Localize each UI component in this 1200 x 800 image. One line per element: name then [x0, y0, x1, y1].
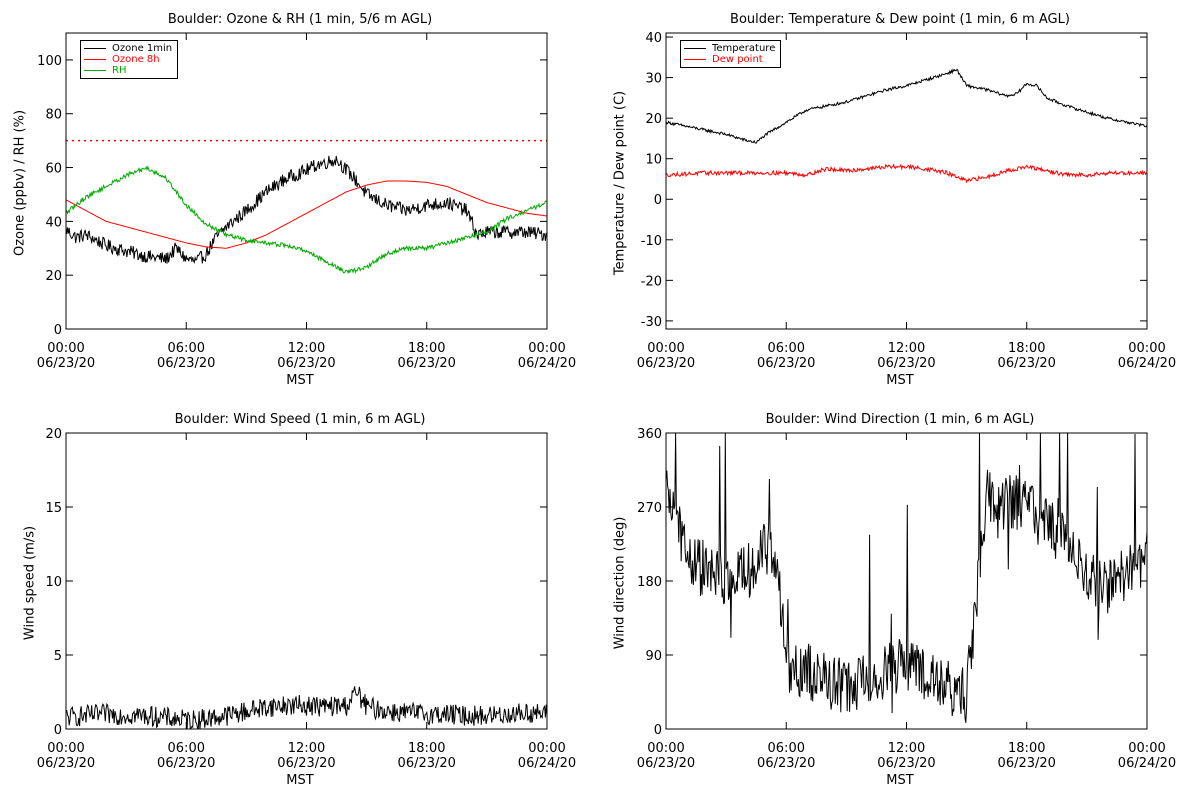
legend-label: Dew point [712, 54, 763, 65]
x-tick-label: 00:00 06/24/20 [518, 341, 576, 371]
x-tick-label: 00:00 06/23/20 [37, 341, 95, 371]
y-tick-label: 10 [645, 153, 662, 168]
y-tick-label: 40 [645, 31, 662, 46]
wind-direction-chart: 0 90 180 270 360 00:00 06/23/20 06:00 06/23/20 12… [600, 400, 1200, 800]
y-tick-label: 270 [637, 501, 662, 516]
x-tick-label: 06:00 06/23/20 [757, 341, 815, 371]
series-line-ozone-1min [66, 155, 547, 264]
series-line-temperature [666, 68, 1147, 144]
y-axis-label: Temperature / Dew point (C) [612, 90, 628, 276]
chart-title: Boulder: Wind Speed (1 min, 6 m AGL) [174, 412, 426, 427]
x-tick-label: 18:00 06/23/20 [398, 741, 456, 771]
plot-frame [665, 32, 1148, 330]
y-tick-label: 40 [45, 215, 62, 230]
x-tick-label: 06:00 06/23/20 [157, 341, 215, 371]
x-tick-label: 00:00 06/24/20 [1118, 341, 1176, 371]
series-line-ozone-8h [66, 180, 547, 249]
legend-swatch [684, 48, 706, 49]
y-tick-label: 20 [45, 269, 62, 284]
x-tick-label: 00:00 06/24/20 [1118, 741, 1176, 771]
y-tick-label: 0 [654, 193, 662, 208]
y-tick-label: 10 [45, 575, 62, 590]
legend-swatch [84, 48, 106, 49]
y-axis-label: Wind direction (deg) [612, 516, 628, 650]
y-axis-label: Ozone (ppbv) / RH (%) [12, 109, 28, 257]
x-tick-label: 06:00 06/23/20 [157, 741, 215, 771]
legend-item-ozone-8h: Ozone 8h [84, 54, 172, 65]
y-tick-label: -10 [641, 234, 662, 249]
y-tick-label: 0 [654, 723, 662, 738]
legend-label: Ozone 8h [112, 54, 160, 65]
y-tick-label: 90 [645, 649, 662, 664]
y-tick-label: 20 [645, 112, 662, 127]
x-tick-label: 00:00 06/23/20 [637, 741, 695, 771]
series-line-dew-point [666, 163, 1147, 184]
chart-title: Boulder: Wind Direction (1 min, 6 m AGL) [765, 412, 1035, 427]
x-axis-label: MST [286, 773, 314, 788]
wind-speed-chart: 0 5 10 15 20 00:00 06/23/20 06:00 06/23/20 12:00 0… [0, 400, 600, 800]
y-tick-label: -20 [641, 274, 662, 289]
temperature-dewpoint-plot: -30 -20 -10 0 10 20 30 40 00:00 06/23/20 06:00 06/2… [637, 31, 1176, 371]
x-axis-label: MST [886, 373, 914, 388]
x-tick-label: 00:00 06/23/20 [37, 741, 95, 771]
y-axis-label: Wind speed (m/s) [22, 525, 38, 641]
legend-item-rh: RH [84, 65, 172, 76]
legend-swatch [84, 70, 106, 71]
legend-label: Ozone 1min [112, 43, 173, 54]
x-tick-label: 06:00 06/23/20 [757, 741, 815, 771]
temperature-dewpoint-chart: -30 -20 -10 0 10 20 30 40 00:00 06/23/20 06:00 06/2… [600, 0, 1200, 400]
series-line-rh [66, 165, 547, 275]
y-tick-label: 0 [54, 723, 62, 738]
y-tick-label: 30 [645, 72, 662, 87]
series-line-main [66, 686, 547, 729]
series-line-main [666, 433, 1147, 723]
legend-item-dew-point: Dew point [684, 54, 775, 65]
y-tick-label: 100 [37, 54, 62, 69]
x-tick-label: 18:00 06/23/20 [398, 341, 456, 371]
chart-title: Boulder: Temperature & Dew point (1 min,… [730, 12, 1070, 27]
y-tick-label: 20 [45, 427, 62, 442]
y-tick-label: 180 [637, 575, 662, 590]
legend-label: RH [112, 65, 127, 76]
y-tick-label: 80 [45, 108, 62, 123]
legend-swatch [684, 59, 706, 60]
chart-title: Boulder: Ozone & RH (1 min, 5/6 m AGL) [167, 12, 433, 27]
x-tick-label: 18:00 06/23/20 [998, 341, 1056, 371]
y-tick-label: 15 [45, 501, 62, 516]
legend: Temperature Dew point [680, 40, 782, 68]
x-tick-label: 18:00 06/23/20 [998, 741, 1056, 771]
ozone-rh-plot: 0 20 40 60 80 100 00:00 06/23/20 06:00 06/23/20 12… [37, 32, 576, 371]
x-tick-label: 12:00 06/23/20 [877, 741, 935, 771]
wind-direction-plot: 0 90 180 270 360 00:00 06/23/20 06:00 06/23/20 12… [637, 427, 1176, 771]
y-tick-label: -30 [641, 315, 662, 330]
x-tick-label: 12:00 06/23/20 [277, 341, 335, 371]
legend-label: Temperature [712, 43, 776, 54]
legend-swatch [84, 59, 106, 60]
legend-item-temperature: Temperature [684, 43, 775, 54]
x-tick-label: 00:00 06/23/20 [637, 341, 695, 371]
x-axis-label: MST [286, 373, 314, 388]
y-tick-label: 60 [45, 162, 62, 177]
x-tick-label: 00:00 06/24/20 [518, 741, 576, 771]
y-tick-label: 5 [54, 649, 62, 664]
x-tick-label: 12:00 06/23/20 [277, 741, 335, 771]
x-axis-label: MST [886, 773, 914, 788]
y-tick-label: 0 [54, 323, 62, 338]
ozone-rh-chart: 0 20 40 60 80 100 00:00 06/23/20 06:00 06/23/20 12… [0, 0, 600, 400]
y-tick-label: 360 [637, 427, 662, 442]
legend: Ozone 1min Ozone 8h RH [80, 40, 179, 79]
plot-frame [65, 432, 548, 730]
wind-speed-plot: 0 5 10 15 20 00:00 06/23/20 06:00 06/23/20 12:00 0… [37, 427, 576, 771]
legend-item-ozone-1min: Ozone 1min [84, 43, 172, 54]
x-tick-label: 12:00 06/23/20 [877, 341, 935, 371]
